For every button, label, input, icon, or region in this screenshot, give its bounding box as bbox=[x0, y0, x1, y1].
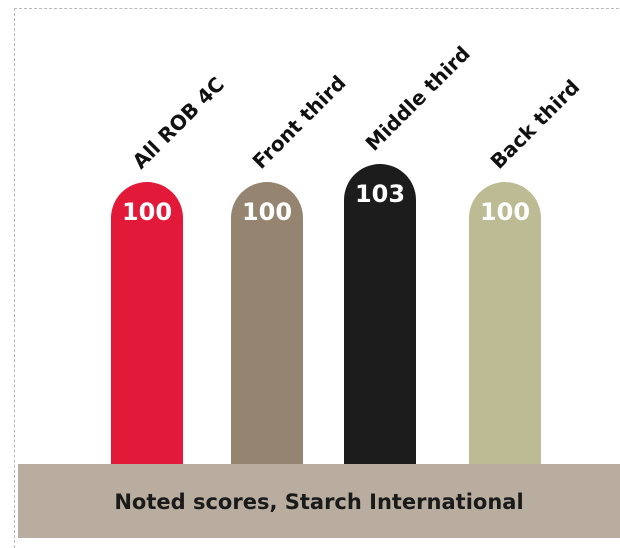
bar-3 bbox=[469, 182, 541, 464]
category-label-1: Front third bbox=[248, 71, 351, 174]
chart-frame bbox=[14, 8, 620, 548]
bar-0 bbox=[111, 182, 183, 464]
bar-value-label-0: 100 bbox=[122, 198, 172, 226]
bar-2 bbox=[344, 164, 416, 464]
chart-footer: Noted scores, Starch International bbox=[18, 464, 620, 538]
bar-value-label-1: 100 bbox=[242, 198, 292, 226]
bar-value-label-2: 103 bbox=[355, 180, 405, 208]
bar-1 bbox=[231, 182, 303, 464]
category-label-3: Back third bbox=[486, 75, 585, 174]
footer-caption: Noted scores, Starch International bbox=[114, 490, 524, 514]
category-label-2: Middle third bbox=[361, 41, 475, 155]
category-label-0: All ROB 4C bbox=[128, 72, 229, 173]
bar-value-label-3: 100 bbox=[480, 198, 530, 226]
